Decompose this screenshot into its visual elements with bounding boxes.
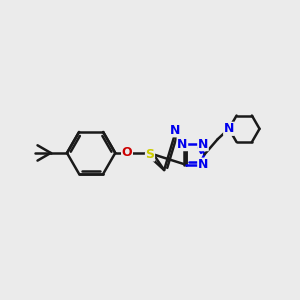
Text: N: N [198, 138, 208, 151]
Text: N: N [170, 124, 180, 137]
Text: N: N [177, 138, 188, 151]
Text: O: O [122, 146, 132, 159]
Text: O: O [122, 146, 132, 159]
Text: S: S [146, 148, 154, 161]
Text: N: N [198, 158, 208, 171]
Text: N: N [224, 122, 234, 135]
